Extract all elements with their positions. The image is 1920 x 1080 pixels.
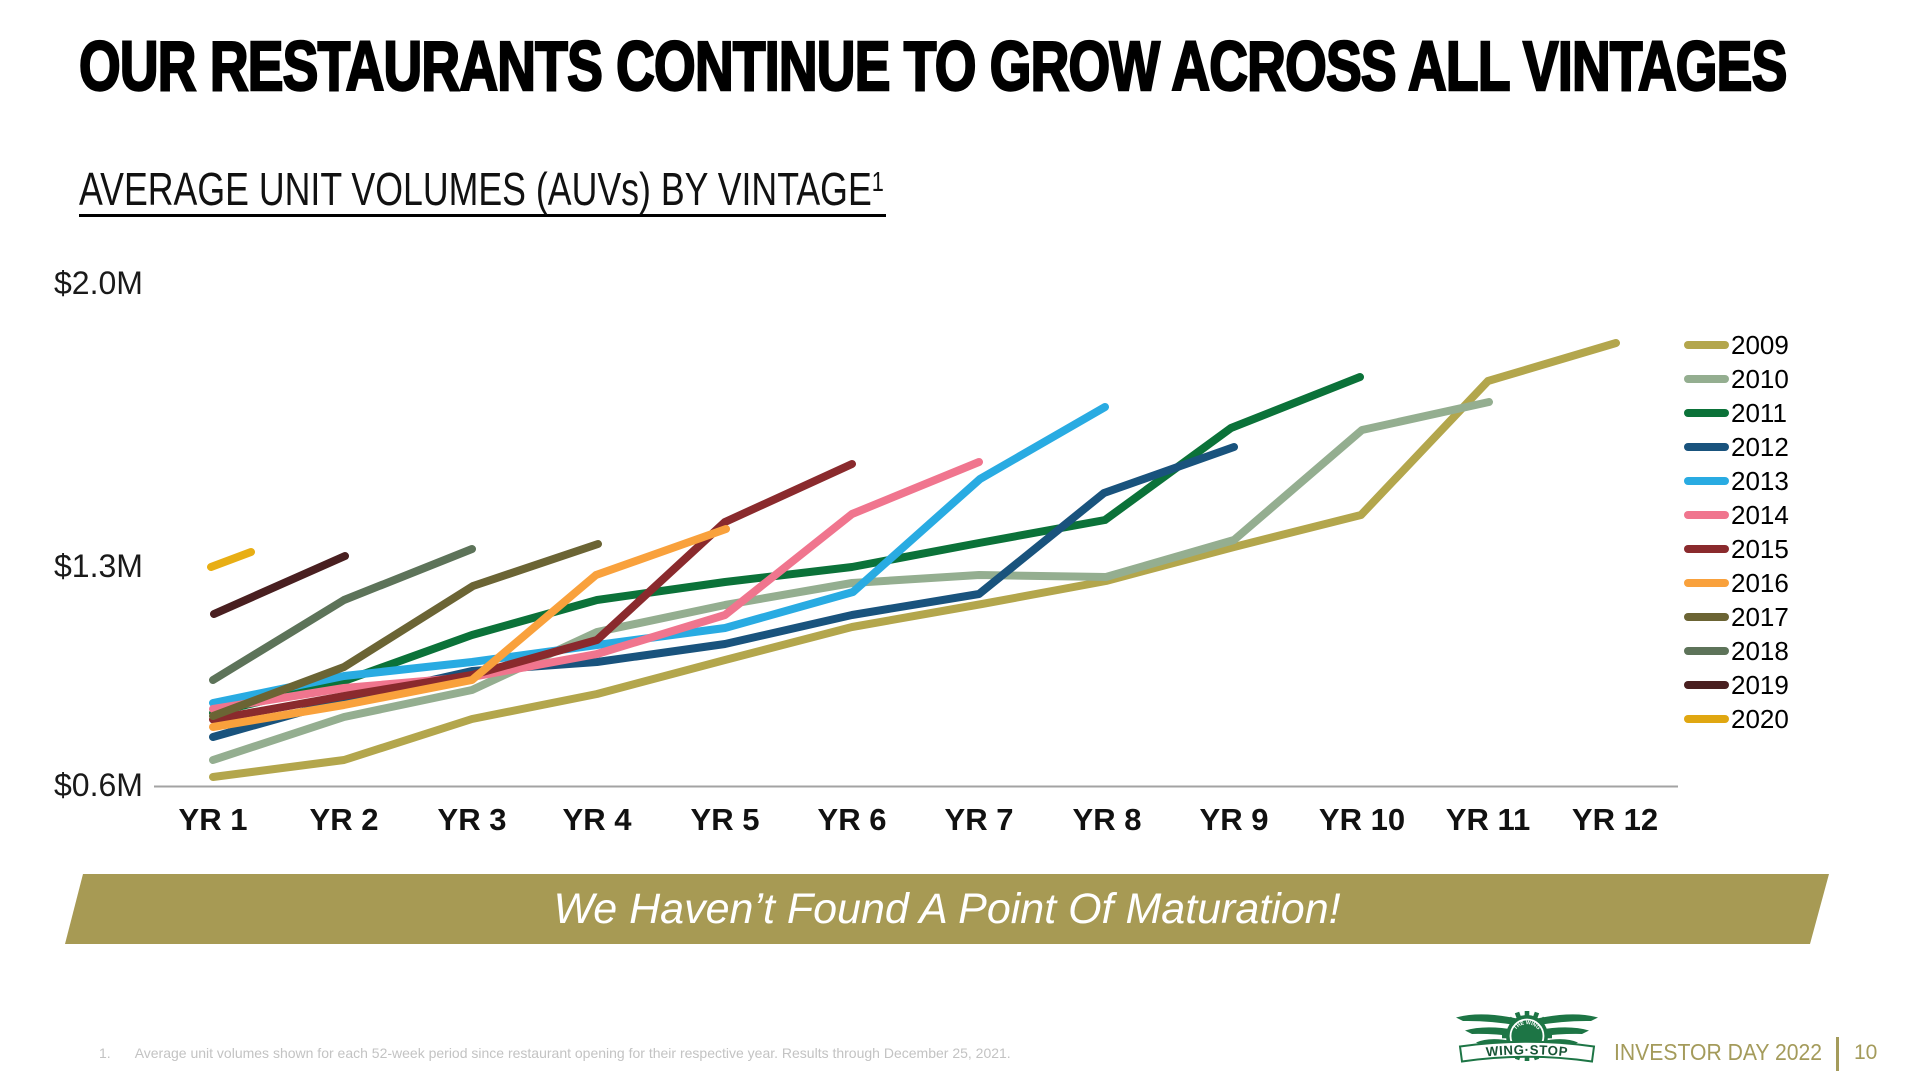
svg-text:THE WING: THE WING — [1513, 1020, 1541, 1031]
svg-text:WING·STOP: WING·STOP — [1485, 1042, 1569, 1059]
